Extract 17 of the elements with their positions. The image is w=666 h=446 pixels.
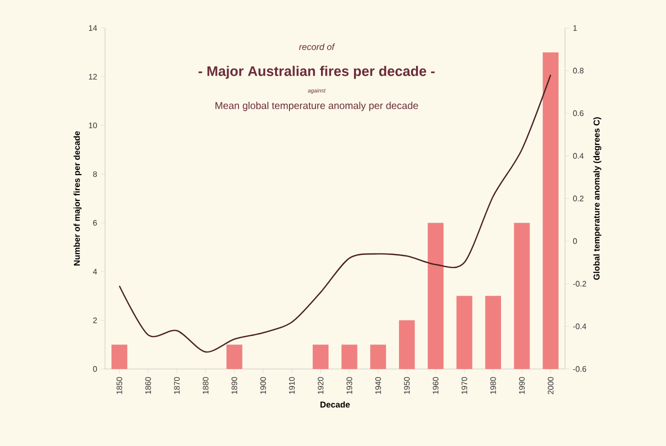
text: Mean global temperature anomaly per decade	[216, 102, 418, 112]
bar	[514, 222, 530, 369]
annotation: record of	[299, 43, 336, 50]
bar	[111, 344, 128, 369]
y2-axis-title: Global temperature anomaly (degrees C)	[593, 117, 602, 280]
bar	[428, 222, 444, 369]
bar	[398, 320, 415, 369]
bar	[341, 344, 358, 369]
bar	[485, 296, 502, 369]
x-axis-title: Decade	[320, 401, 350, 408]
text: - Major Australian fires per decade -	[198, 66, 435, 79]
bar	[456, 296, 472, 369]
bar	[226, 344, 242, 369]
bar	[370, 344, 386, 369]
bar	[312, 344, 329, 369]
bar	[542, 52, 559, 369]
y-axis-title: Number of major fires per decade	[74, 131, 82, 266]
